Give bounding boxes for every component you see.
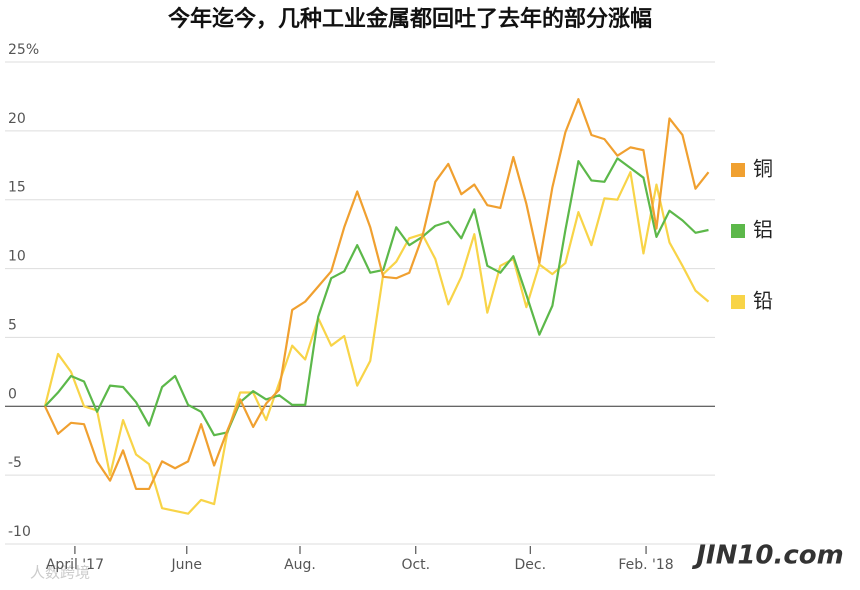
y-tick-label: 0 bbox=[8, 386, 17, 402]
legend-swatch bbox=[731, 224, 745, 238]
legend-swatch bbox=[731, 163, 745, 177]
series-line bbox=[43, 171, 710, 515]
x-tick-label: Feb. '18 bbox=[618, 557, 673, 573]
y-tick-label: 15 bbox=[8, 180, 26, 196]
legend-label: 铜 bbox=[753, 157, 773, 181]
y-tick-label: 20 bbox=[8, 111, 26, 127]
y-tick-label: -5 bbox=[8, 455, 22, 471]
legend-label: 铝 bbox=[753, 218, 773, 242]
y-tick-label: 25% bbox=[8, 42, 39, 58]
x-tick-label: April '17 bbox=[46, 557, 104, 573]
y-tick-label: 5 bbox=[8, 317, 17, 333]
series-line bbox=[44, 98, 710, 491]
y-tick-label: 10 bbox=[8, 249, 26, 265]
chart-title: 今年迄今，几种工业金属都回吐了去年的部分涨幅 bbox=[168, 6, 652, 32]
legend-swatch bbox=[731, 295, 745, 309]
series-line bbox=[44, 157, 709, 437]
x-tick-label: June bbox=[171, 557, 203, 573]
legend-label: 铅 bbox=[753, 289, 773, 313]
x-tick-label: Oct. bbox=[401, 557, 430, 573]
x-tick-label: Aug. bbox=[284, 557, 316, 573]
watermark: 人数跨境 bbox=[30, 564, 90, 582]
logo: JIN10.com bbox=[691, 541, 844, 571]
x-tick-label: Dec. bbox=[514, 557, 546, 573]
y-tick-label: -10 bbox=[8, 524, 31, 540]
